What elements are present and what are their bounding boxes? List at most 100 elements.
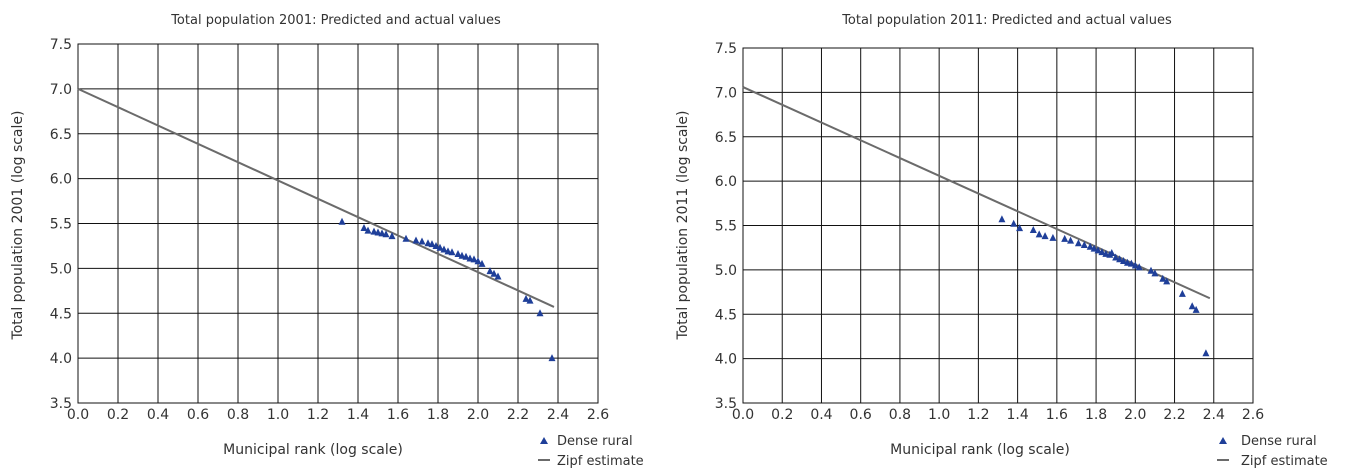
x-tick-label: 1.6 (1046, 407, 1068, 423)
data-point (494, 272, 502, 280)
data-point (1188, 302, 1196, 310)
data-point (378, 229, 386, 237)
y-tick-label: 7.5 (50, 37, 72, 53)
data-point (440, 245, 448, 253)
data-point (548, 354, 556, 362)
data-point (1016, 224, 1024, 232)
chart-2011: Total population 2011: Predicted and act… (675, 13, 1328, 469)
data-point (1094, 246, 1102, 254)
data-point (432, 241, 440, 249)
data-point (462, 252, 470, 260)
legend-label-line: Zipf estimate (1241, 454, 1328, 469)
x-tick-label: 0.4 (147, 407, 169, 423)
data-point (1049, 233, 1057, 241)
y-tick-label: 4.5 (50, 306, 72, 322)
x-tick-label: 2.4 (547, 407, 569, 423)
dense-rural-points (998, 215, 1210, 357)
data-point (1163, 277, 1171, 285)
x-tick-label: 2.2 (1163, 407, 1185, 423)
x-tick-label: 1.4 (1006, 407, 1028, 423)
data-point (474, 257, 482, 265)
x-tick-label: 0.4 (810, 407, 832, 423)
x-tick-label: 1.2 (307, 407, 329, 423)
y-tick-label: 5.5 (715, 219, 737, 235)
data-point (444, 247, 452, 255)
x-tick-label: 2.6 (587, 407, 609, 423)
data-point (424, 239, 432, 247)
legend-triangle-marker (540, 437, 548, 444)
legend-triangle-marker (1219, 437, 1227, 444)
plot-frame (742, 47, 1254, 404)
grid (742, 47, 1254, 404)
y-axis-label: Total population 2001 (log scale) (10, 111, 26, 341)
data-point (1098, 248, 1106, 256)
x-tick-label: 0.2 (107, 407, 129, 423)
data-point (1074, 239, 1082, 247)
grid (77, 43, 599, 404)
data-point (412, 236, 420, 244)
data-point (428, 240, 436, 248)
data-point (1029, 225, 1037, 233)
x-tick-label: 0.0 (732, 407, 754, 423)
y-tick-label: 6.5 (50, 127, 72, 143)
x-tick-label: 0.2 (771, 407, 793, 423)
dense-rural-points (338, 217, 556, 362)
x-tick-label: 1.0 (928, 407, 950, 423)
data-point (448, 248, 456, 256)
data-point (1090, 244, 1098, 252)
data-point (536, 309, 544, 317)
y-tick-label: 3.5 (50, 396, 72, 412)
data-point (478, 259, 486, 267)
data-point (1080, 241, 1088, 249)
data-point (374, 228, 382, 236)
data-point (382, 230, 390, 238)
legend: Dense rural Zipf estimate (538, 434, 644, 469)
legend-label-line: Zipf estimate (557, 454, 644, 469)
y-tick-label: 4.0 (50, 351, 72, 367)
data-point (338, 217, 346, 225)
data-point (1192, 305, 1200, 313)
data-point (1135, 263, 1143, 271)
plot-frame (77, 43, 599, 404)
data-point (470, 255, 478, 263)
data-point (1202, 349, 1210, 357)
y-tick-label: 6.5 (715, 130, 737, 146)
data-point (402, 234, 410, 242)
y-tick-label: 7.0 (50, 82, 72, 98)
x-tick-label: 1.0 (267, 407, 289, 423)
data-point (436, 243, 444, 251)
data-point (458, 251, 466, 259)
legend-label-points: Dense rural (557, 434, 633, 449)
y-tick-label: 5.5 (50, 217, 72, 233)
data-point (522, 294, 530, 302)
x-tick-label: 0.0 (67, 407, 89, 423)
x-tick-label: 0.8 (227, 407, 249, 423)
x-tick-label: 2.6 (1242, 407, 1264, 423)
data-point (364, 226, 372, 234)
y-tick-label: 3.5 (715, 396, 737, 412)
data-point (486, 267, 494, 275)
zipf-estimate-line (77, 87, 555, 308)
data-point (1159, 274, 1167, 282)
y-tick-label: 5.0 (50, 261, 72, 277)
x-axis-label: Municipal rank (log scale) (223, 442, 403, 458)
data-point (1086, 242, 1094, 250)
chart-title: Total population 2001: Predicted and act… (170, 13, 501, 28)
data-point (998, 215, 1006, 223)
chart-2001: Total population 2001: Predicted and act… (10, 13, 644, 469)
x-tick-label: 1.4 (347, 407, 369, 423)
x-axis-label: Municipal rank (log scale) (890, 442, 1070, 458)
legend: Dense rural Zipf estimate (1217, 434, 1328, 469)
chart-title: Total population 2011: Predicted and act… (841, 13, 1172, 28)
data-point (490, 269, 498, 277)
data-point (1116, 255, 1124, 263)
data-point (1108, 249, 1116, 257)
y-tick-label: 6.0 (715, 174, 737, 190)
data-point (1178, 289, 1186, 297)
data-point (1010, 219, 1018, 227)
data-point (1112, 253, 1120, 261)
data-point (1120, 257, 1128, 264)
x-tick-label: 1.2 (967, 407, 989, 423)
data-point (418, 237, 426, 245)
